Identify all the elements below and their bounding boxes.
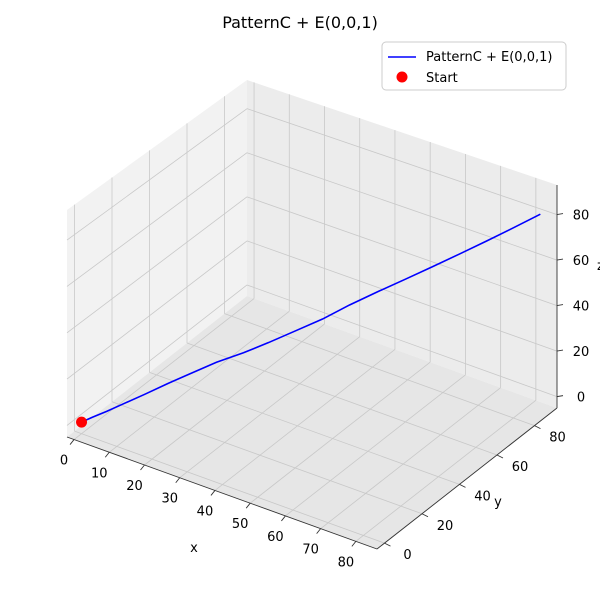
x-tick-label: 50 xyxy=(232,517,249,532)
y-gridline-floor xyxy=(224,313,535,427)
x-tick-label: 10 xyxy=(91,466,108,481)
z-gridline-left xyxy=(66,108,248,241)
y-tick-label: 20 xyxy=(437,519,454,534)
z-axis-label: z xyxy=(597,259,600,274)
x-tick xyxy=(351,541,357,547)
legend-marker-swatch xyxy=(396,71,408,83)
y-tick-label: 60 xyxy=(512,460,529,475)
x-gridline-floor xyxy=(249,361,431,504)
z-gridline-back xyxy=(246,108,558,215)
z-tick xyxy=(556,258,564,261)
x-tick xyxy=(69,439,75,445)
legend-entry-start: Start xyxy=(426,71,458,86)
z-tick-label: 20 xyxy=(573,345,590,360)
x-tick-label: 70 xyxy=(302,543,319,558)
y-tick-label: 80 xyxy=(549,431,566,446)
y-axis-line xyxy=(376,407,558,550)
axis-edges xyxy=(66,185,558,550)
z-tick xyxy=(556,213,564,216)
x-tick-label: 40 xyxy=(197,504,214,519)
z-gridline-left xyxy=(66,196,248,334)
x-axis-line xyxy=(66,436,378,550)
y-tick xyxy=(459,483,466,488)
x-tick xyxy=(104,451,110,458)
z-tick xyxy=(556,349,564,352)
x-axis-label: x xyxy=(190,541,198,556)
series-line xyxy=(81,213,541,423)
x-gridline-floor xyxy=(73,298,255,440)
z-gridline-back xyxy=(246,240,558,352)
x-gridline-floor xyxy=(144,323,325,466)
z-gridline-back xyxy=(246,196,558,306)
start-point xyxy=(76,416,88,428)
y-gridline-floor xyxy=(74,430,385,544)
gridlines xyxy=(66,82,558,544)
z-tick-label: 80 xyxy=(573,209,590,224)
z-tick xyxy=(556,395,564,398)
x-tick xyxy=(140,464,145,471)
y-gridline-floor xyxy=(149,371,460,485)
y-tick xyxy=(421,513,429,518)
z-gridline-back xyxy=(246,284,558,397)
y-tick xyxy=(384,542,391,547)
y-tick-label: 40 xyxy=(474,489,491,504)
x-tick xyxy=(281,515,286,522)
x-tick-label: 20 xyxy=(126,479,143,494)
z-tick-label: 60 xyxy=(573,254,590,269)
z-gridline-left xyxy=(66,152,248,287)
y-tick xyxy=(534,425,541,430)
x-tick-label: 0 xyxy=(60,454,68,469)
x-gridline-floor xyxy=(109,310,290,453)
ticks: 0 10 20 30 40 50 60 70 80 0 20 40 60 80 0 20 40 60 80 xyxy=(60,209,589,571)
x-gridline-floor xyxy=(355,400,537,542)
legend: PatternC + E(0,0,1) Start xyxy=(381,41,567,91)
x-gridline-floor xyxy=(320,387,501,529)
x-tick xyxy=(316,528,321,534)
floor-pane xyxy=(67,296,557,549)
z-tick-label: 0 xyxy=(577,391,585,406)
y-gridline-floor xyxy=(111,401,423,515)
legend-box xyxy=(381,41,567,91)
chart-title: PatternC + E(0,0,1) xyxy=(222,13,378,32)
x-gridline-floor xyxy=(285,374,466,517)
y-tick xyxy=(496,454,504,459)
x-gridline-floor xyxy=(214,349,396,491)
y-gridline-floor xyxy=(186,342,498,456)
z-gridline-left xyxy=(66,240,248,380)
x-tick-label: 60 xyxy=(267,530,284,545)
series-layer xyxy=(76,213,541,428)
x-tick-label: 30 xyxy=(161,492,178,507)
legend-entry-line: PatternC + E(0,0,1) xyxy=(426,50,552,65)
y-tick-label: 0 xyxy=(403,548,411,563)
x-tick-label: 80 xyxy=(338,555,355,570)
y-axis-label: y xyxy=(494,495,502,510)
x-tick xyxy=(210,490,216,496)
x-tick xyxy=(175,477,181,484)
z-gridline-left xyxy=(66,284,248,426)
z-tick-label: 40 xyxy=(573,300,590,315)
z-tick xyxy=(556,304,564,307)
x-gridline-floor xyxy=(179,336,360,479)
z-gridline-back xyxy=(246,152,558,261)
x-tick xyxy=(245,502,251,509)
